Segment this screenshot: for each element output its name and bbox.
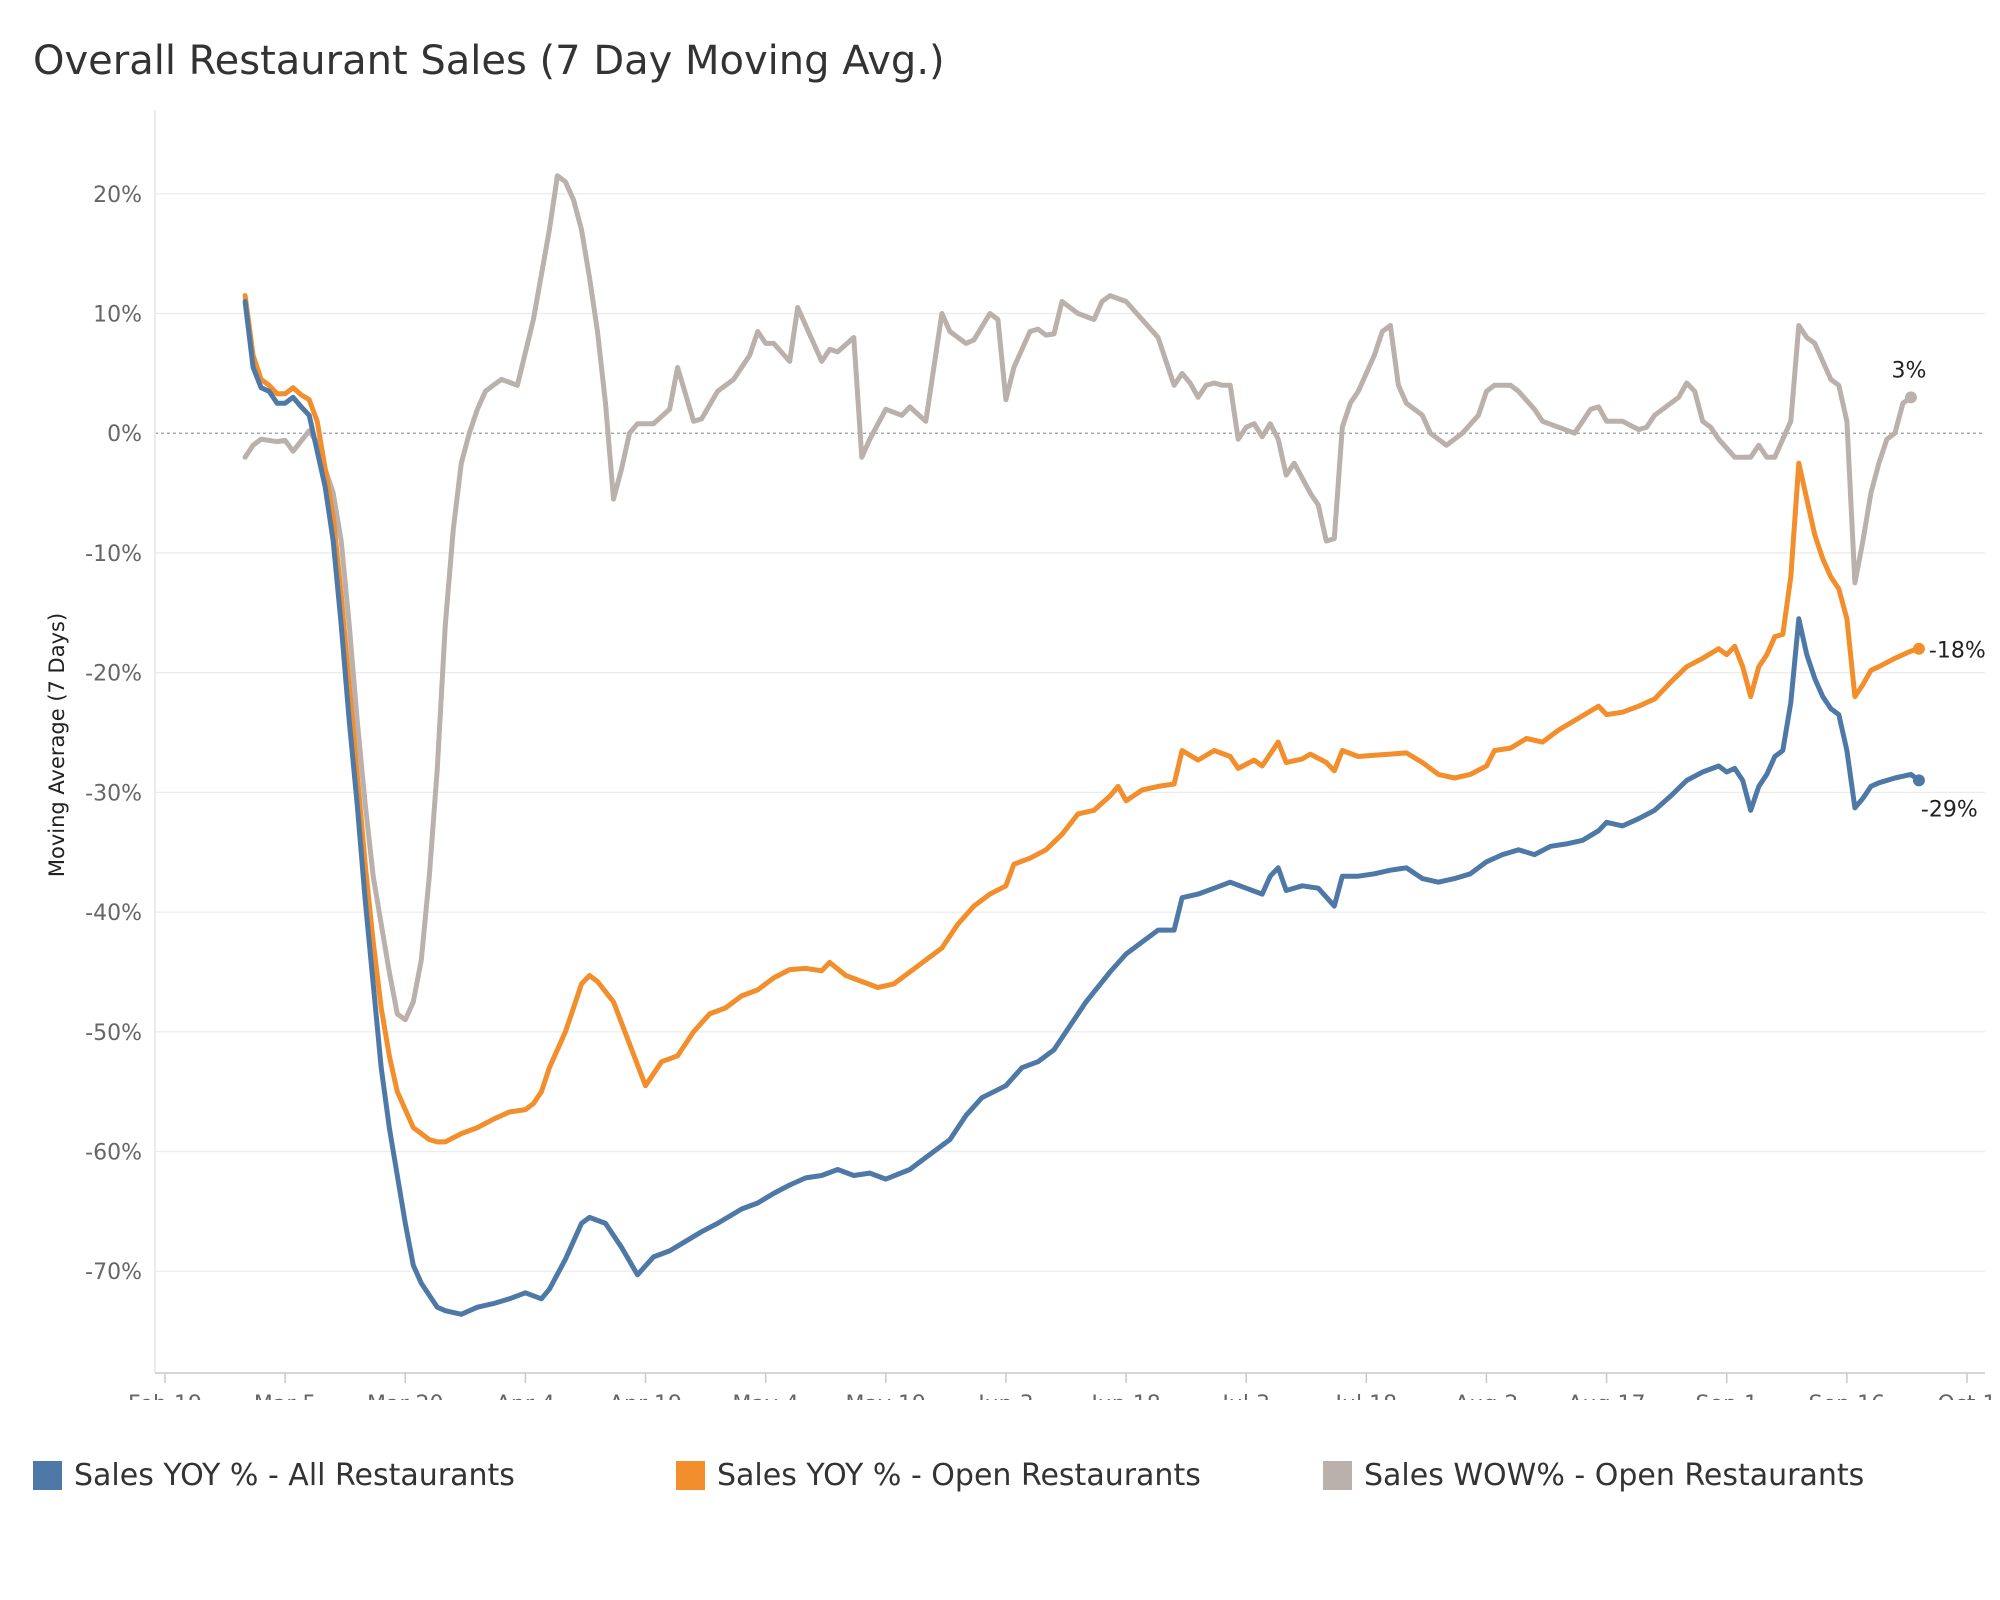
legend-swatch [33,1460,62,1490]
y-axis-title: Moving Average (7 Days) [45,613,69,877]
y-tick-label: 0% [107,422,142,447]
end-labels: -29% -18% 3% [1891,358,1985,822]
legend-swatch [1323,1460,1352,1490]
series-end-marker-2 [1912,642,1925,655]
x-tick-label: Jun 3 [976,1392,1033,1400]
x-tick-label: Jun 18 [1089,1392,1160,1400]
x-tick-label: Sep 1 [1695,1392,1757,1400]
series-lines [242,173,1922,1317]
x-tick-label: Mar 20 [367,1392,444,1400]
series-end-label-3: 3% [1891,358,1926,383]
series-end-marker-1 [1912,774,1925,787]
x-tick-label: Feb 19 [128,1392,202,1400]
series-line-1 [242,299,1922,1317]
x-tick-label: Jul 18 [1334,1392,1398,1400]
axes: 20% 10% 0% -10% -20% -30% -40% -50% -60% -70% Feb … [85,110,1996,1400]
y-tick-label: -40% [85,901,142,926]
y-tick-label: -30% [85,781,142,806]
y-tick-label: -50% [85,1021,142,1046]
legend-item-1: Sales YOY % - All Restaurants [33,1450,515,1500]
series-end-label-2: -18% [1929,639,1986,664]
y-tick-label: -10% [85,542,142,567]
series-line-2 [242,293,1922,1145]
legend-label: Sales YOY % - All Restaurants [74,1457,515,1493]
x-tick-label: Apr 4 [496,1392,555,1400]
x-tick-label: Sep 16 [1809,1392,1885,1400]
gridlines [155,193,1985,1272]
y-tick-label: -60% [85,1141,142,1166]
x-tick-label: Aug 17 [1568,1392,1646,1400]
series-end-marker-3 [1904,391,1917,404]
x-tick-label: May 19 [846,1392,926,1400]
x-tick-label: Aug 2 [1454,1392,1518,1400]
x-tick-label: May 4 [732,1392,798,1400]
y-tick-label: -70% [85,1260,142,1285]
legend-item-3: Sales WOW% - Open Restaurants [1323,1450,1864,1500]
x-tick-label: Oct 1 [1937,1392,1996,1400]
y-tick-label: 10% [93,303,142,328]
legend-item-2: Sales YOY % - Open Restaurants [676,1450,1201,1500]
legend-swatch [676,1460,705,1490]
series-line-3 [242,173,1914,1023]
legend-label: Sales WOW% - Open Restaurants [1364,1457,1865,1493]
y-tick-label: 20% [93,183,142,208]
series-end-label-1: -29% [1921,797,1978,822]
legend-label: Sales YOY % - Open Restaurants [717,1457,1201,1493]
x-tick-label: Apr 19 [609,1392,682,1400]
x-tick-label: Jul 3 [1220,1392,1270,1400]
line-chart: 20% 10% 0% -10% -20% -30% -40% -50% -60% -70% Feb … [45,110,1996,1400]
chart-title: Overall Restaurant Sales (7 Day Moving A… [33,38,945,84]
x-tick-label: Mar 5 [254,1392,317,1400]
y-tick-label: -20% [85,662,142,687]
legend: Sales YOY % - All Restaurants Sales YOY %… [33,1450,1973,1500]
